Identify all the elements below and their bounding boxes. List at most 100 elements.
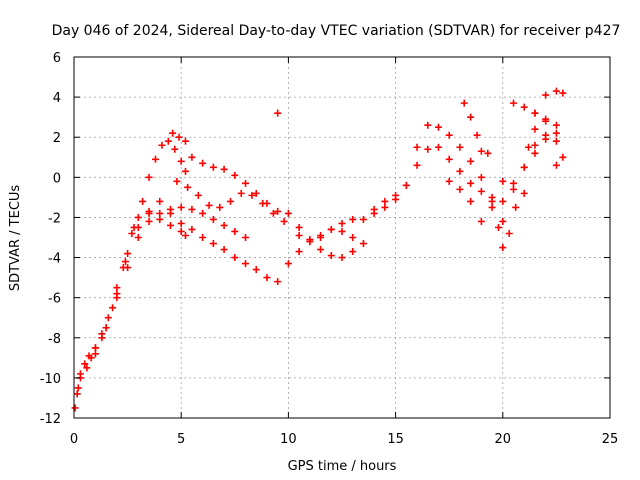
data-point	[327, 225, 335, 233]
data-point	[467, 179, 475, 187]
y-tick-label: -12	[40, 412, 61, 427]
data-point	[552, 129, 560, 137]
data-point	[402, 181, 410, 189]
data-point	[199, 234, 207, 241]
y-tick-label: -6	[48, 292, 61, 307]
data-point	[349, 215, 357, 223]
series-arc-16	[488, 197, 520, 252]
series-arc-6	[188, 153, 282, 215]
data-point	[531, 125, 539, 133]
data-point	[177, 227, 185, 235]
data-point	[188, 225, 196, 233]
data-point	[477, 217, 485, 225]
series-arc-2	[74, 197, 282, 392]
data-point	[181, 137, 189, 145]
y-tick-label: -4	[48, 252, 61, 267]
x-tick-label: 25	[602, 432, 619, 447]
data-point	[91, 350, 99, 358]
data-point	[349, 248, 357, 256]
data-point	[220, 221, 228, 229]
data-point	[520, 103, 528, 111]
series-arc-21	[520, 131, 560, 171]
data-point	[434, 123, 442, 131]
series-arc-7	[169, 129, 189, 145]
data-points	[71, 87, 567, 412]
data-point	[295, 248, 303, 256]
series-arc-5	[173, 177, 288, 225]
data-point	[306, 238, 314, 246]
data-point	[139, 197, 147, 205]
y-tick-label: -8	[48, 332, 61, 347]
data-point	[473, 131, 481, 139]
series-arc-3	[76, 203, 250, 378]
y-axis-label: SDTVAR / TECUs	[8, 185, 23, 292]
data-point	[317, 246, 325, 254]
data-point	[499, 197, 507, 205]
data-point	[531, 141, 539, 149]
data-point	[542, 131, 550, 139]
data-point	[177, 203, 185, 211]
data-point	[102, 324, 110, 332]
series-arc-13	[413, 121, 507, 225]
x-tick-label: 15	[387, 432, 404, 447]
data-point	[317, 234, 325, 241]
data-point	[121, 258, 129, 266]
series-arc-12	[370, 143, 485, 213]
y-tick-label: 2	[53, 131, 61, 146]
data-point	[113, 284, 121, 292]
data-point	[542, 91, 550, 99]
data-point	[177, 219, 185, 227]
data-point	[263, 274, 271, 282]
data-point	[220, 165, 228, 173]
data-point	[194, 191, 202, 199]
grid	[74, 57, 610, 418]
chart-title: Day 046 of 2024, Sidereal Day-to-day VTE…	[52, 23, 621, 39]
data-point	[171, 145, 179, 153]
data-point	[520, 189, 528, 197]
data-point	[274, 207, 282, 215]
y-tick-label: -2	[48, 211, 61, 226]
data-point	[467, 197, 475, 205]
data-point	[525, 143, 533, 151]
y-tick-label: 0	[53, 171, 61, 186]
data-point	[156, 209, 164, 217]
data-point	[220, 246, 228, 254]
y-tick-labels: -12 -10 -8 -6 -4 -2 0 2 4 6	[40, 51, 61, 427]
data-point	[381, 203, 389, 211]
series-arc-1	[71, 137, 189, 412]
data-point	[467, 113, 475, 121]
data-point	[237, 189, 245, 197]
data-point	[134, 213, 142, 221]
data-point	[166, 205, 174, 213]
data-point	[559, 153, 567, 161]
data-point	[209, 240, 217, 248]
series-arc-11	[295, 225, 357, 246]
data-point	[477, 173, 485, 181]
data-point	[71, 404, 79, 412]
y-tick-label: -10	[40, 372, 61, 387]
data-point	[510, 99, 518, 107]
data-point	[134, 234, 142, 241]
data-point	[445, 177, 453, 185]
data-point	[381, 197, 389, 205]
data-point	[113, 294, 121, 302]
x-tick-labels: 0 5 10 15 20 25	[70, 432, 618, 447]
data-point	[512, 203, 520, 211]
data-point	[227, 197, 235, 205]
x-tick-label: 10	[280, 432, 297, 447]
data-point	[169, 129, 177, 137]
data-point	[164, 137, 172, 145]
data-point	[83, 364, 91, 372]
series-arc-9	[284, 181, 410, 268]
data-point	[349, 234, 357, 241]
data-point	[145, 173, 153, 181]
data-point	[252, 189, 260, 197]
data-point	[231, 254, 239, 262]
data-point	[145, 207, 153, 215]
data-point	[467, 157, 475, 165]
data-point	[177, 157, 185, 165]
data-point	[499, 177, 507, 185]
data-point	[488, 197, 496, 205]
series-arc-17	[499, 135, 560, 205]
data-point	[109, 304, 117, 312]
